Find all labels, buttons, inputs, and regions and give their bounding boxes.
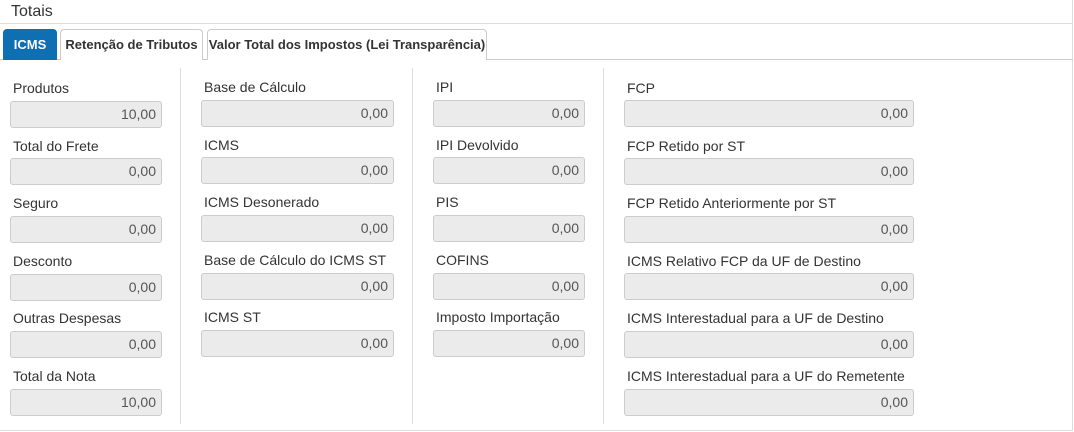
icms-interestadual-uf-remetente-field[interactable]: 0,00 (624, 389, 914, 416)
icms-interestadual-uf-destino-field[interactable]: 0,00 (624, 331, 914, 358)
total-frete-label: Total do Frete (13, 138, 99, 154)
outras-despesas-field[interactable]: 0,00 (10, 331, 162, 358)
pis-label: PIS (436, 194, 459, 210)
tab-bar: ICMS Retenção de Tributos Valor Total do… (0, 24, 1073, 60)
fcp-retido-st-label: FCP Retido por ST (627, 138, 746, 154)
imposto-importacao-field[interactable]: 0,00 (433, 330, 585, 357)
outras-despesas-label: Outras Despesas (13, 310, 122, 326)
fcp-retido-st-field[interactable]: 0,00 (624, 158, 914, 185)
base-calculo-icms-st-label: Base de Cálculo do ICMS ST (204, 252, 387, 268)
produtos-label: Produtos (13, 80, 70, 96)
icms-st-label: ICMS ST (204, 309, 261, 325)
seguro-field[interactable]: 0,00 (10, 216, 162, 243)
icms-relativo-fcp-uf-destino-field[interactable]: 0,00 (624, 273, 914, 300)
base-calculo-icms-st-field[interactable]: 0,00 (201, 273, 394, 300)
total-frete-field[interactable]: 0,00 (10, 158, 162, 185)
imposto-importacao-label: Imposto Importação (436, 309, 560, 325)
panel-title: Totais (0, 0, 1073, 24)
icms-interestadual-uf-remetente-label: ICMS Interestadual para a UF do Remetent… (627, 368, 905, 384)
icms-interestadual-uf-destino-label: ICMS Interestadual para a UF de Destino (627, 310, 884, 326)
ipi-devolvido-field[interactable]: 0,00 (433, 157, 585, 184)
column-divider (603, 68, 604, 424)
tab-icms[interactable]: ICMS (3, 29, 57, 60)
icms-relativo-fcp-uf-destino-label: ICMS Relativo FCP da UF de Destino (627, 253, 861, 269)
tab-retencao-tributos[interactable]: Retenção de Tributos (60, 29, 203, 60)
column-divider (412, 68, 413, 424)
base-calculo-label: Base de Cálculo (204, 79, 306, 95)
tab-valor-total-impostos[interactable]: Valor Total dos Impostos (Lei Transparên… (207, 29, 487, 60)
ipi-label: IPI (436, 79, 454, 95)
produtos-field[interactable]: 10,00 (10, 101, 162, 128)
desconto-label: Desconto (13, 253, 73, 269)
fcp-label: FCP (627, 80, 655, 96)
base-calculo-field[interactable]: 0,00 (201, 100, 394, 127)
icms-st-field[interactable]: 0,00 (201, 330, 394, 357)
column-divider (180, 68, 181, 424)
pis-field[interactable]: 0,00 (433, 215, 585, 242)
fcp-field[interactable]: 0,00 (624, 100, 914, 127)
ipi-field[interactable]: 0,00 (433, 100, 585, 127)
total-nota-field[interactable]: 10,00 (10, 389, 162, 416)
fcp-retido-anteriormente-st-field[interactable]: 0,00 (624, 216, 914, 243)
fcp-retido-anteriormente-st-label: FCP Retido Anteriormente por ST (627, 195, 837, 211)
cofins-field[interactable]: 0,00 (433, 273, 585, 300)
cofins-label: COFINS (436, 252, 489, 268)
ipi-devolvido-label: IPI Devolvido (436, 137, 519, 153)
desconto-field[interactable]: 0,00 (10, 274, 162, 301)
icms-label: ICMS (204, 137, 239, 153)
icms-desonerado-field[interactable]: 0,00 (201, 215, 394, 242)
seguro-label: Seguro (13, 195, 59, 211)
icms-desonerado-label: ICMS Desonerado (204, 194, 320, 210)
icms-field[interactable]: 0,00 (201, 157, 394, 184)
total-nota-label: Total da Nota (13, 368, 96, 384)
